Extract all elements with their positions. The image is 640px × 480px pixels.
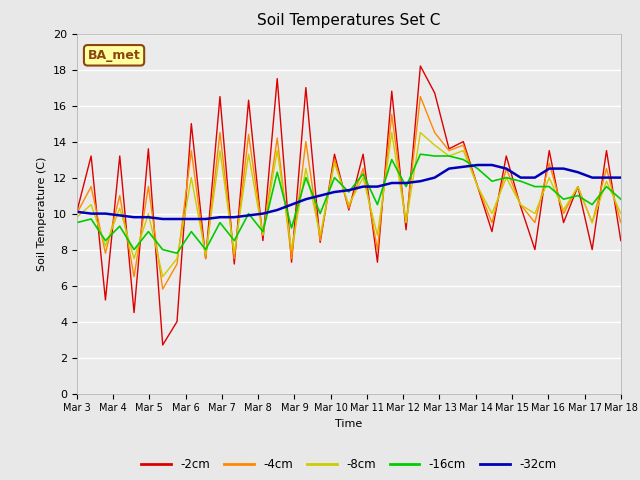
X-axis label: Time: Time — [335, 419, 362, 429]
Text: BA_met: BA_met — [88, 49, 140, 62]
Legend: -2cm, -4cm, -8cm, -16cm, -32cm: -2cm, -4cm, -8cm, -16cm, -32cm — [136, 454, 561, 476]
Title: Soil Temperatures Set C: Soil Temperatures Set C — [257, 13, 440, 28]
Y-axis label: Soil Temperature (C): Soil Temperature (C) — [37, 156, 47, 271]
